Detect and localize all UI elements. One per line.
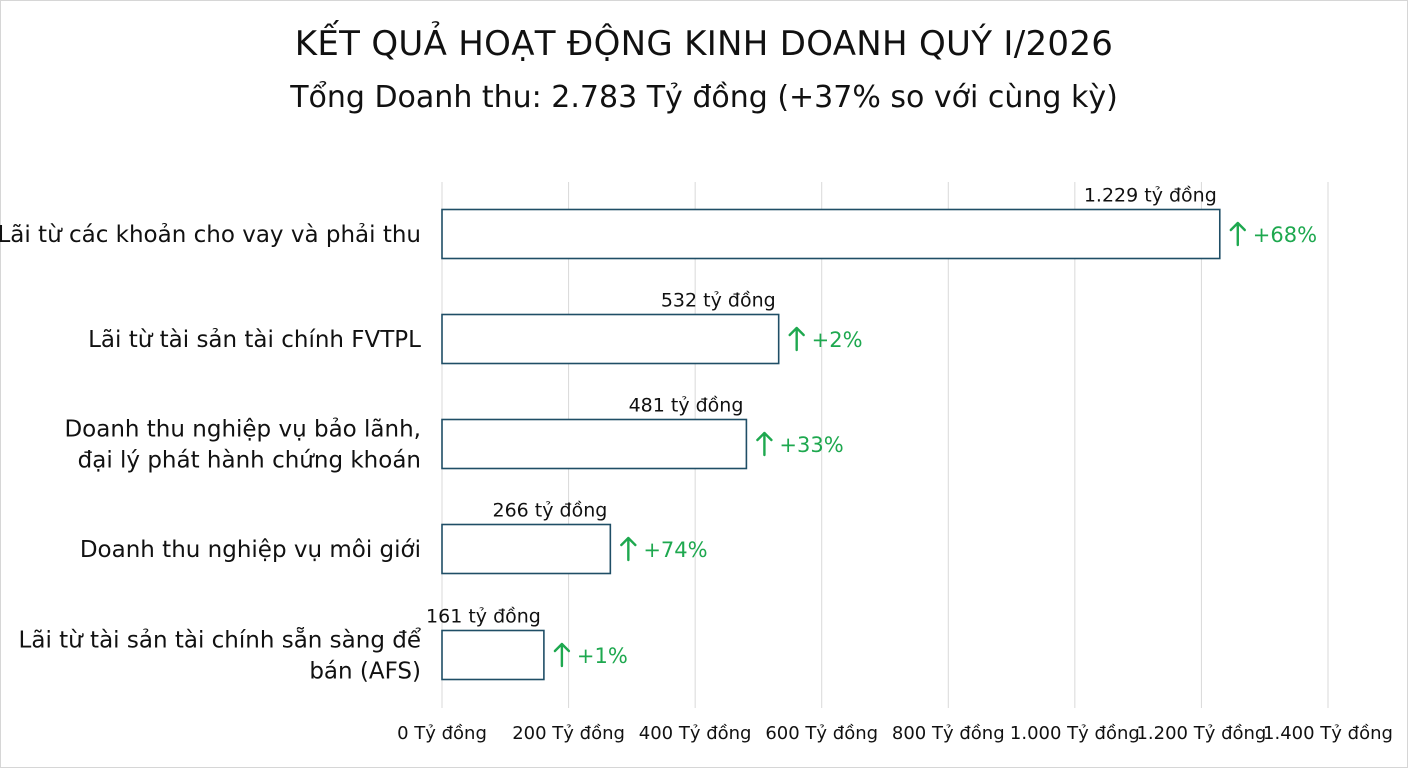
change-label: +1% (577, 644, 628, 668)
bar-value-label: 532 tỷ đồng (661, 290, 776, 312)
category-label: bán (AFS) (309, 659, 421, 685)
bar (441, 313, 780, 365)
bar (441, 208, 1221, 260)
x-tick-label: 1.000 Tỷ đồng (1010, 723, 1140, 744)
arrow-up-icon (756, 431, 773, 457)
bar (441, 629, 545, 681)
category-label: Lãi từ tài sản tài chính FVTPL (88, 327, 421, 353)
bar-value-label: 481 tỷ đồng (629, 395, 744, 417)
x-tick-label: 1.200 Tỷ đồng (1136, 723, 1266, 744)
change-label: +74% (643, 538, 707, 562)
x-tick-label: 600 Tỷ đồng (765, 723, 878, 744)
x-tick-label: 200 Tỷ đồng (512, 723, 625, 744)
category-label: Lãi từ tài sản tài chính sẵn sàng để (19, 626, 421, 654)
category-label: Doanh thu nghiệp vụ môi giới (80, 537, 421, 563)
x-tick-label: 1.400 Tỷ đồng (1263, 723, 1393, 744)
category-label: Doanh thu nghiệp vụ bảo lãnh, (64, 417, 421, 443)
chart-subtitle: Tổng Doanh thu: 2.783 Tỷ đồng (+37% so v… (290, 80, 1118, 115)
arrow-up-icon (553, 642, 571, 668)
change-label: +2% (812, 328, 863, 352)
arrow-up-icon (620, 536, 637, 562)
category-label: đại lý phát hành chứng khoán (78, 448, 421, 474)
bar-value-label: 266 tỷ đồng (493, 500, 608, 522)
x-tick-label: 800 Tỷ đồng (892, 723, 1005, 744)
bar (441, 523, 612, 575)
change-label: +33% (779, 433, 843, 457)
x-tick-label: 400 Tỷ đồng (639, 723, 752, 744)
bar (441, 418, 748, 470)
arrow-up-icon (788, 326, 805, 352)
bar-value-label: 1.229 tỷ đồng (1084, 185, 1217, 207)
x-tick-label: 0 Tỷ đồng (397, 723, 487, 744)
category-label: Lãi từ các khoản cho vay và phải thu (0, 222, 421, 248)
bar-value-label: 161 tỷ đồng (426, 606, 541, 628)
chart-title: KẾT QUẢ HOẠT ĐỘNG KINH DOANH QUÝ I/2026 (294, 24, 1114, 64)
change-label: +68% (1253, 223, 1317, 247)
arrow-up-icon (1229, 221, 1246, 247)
